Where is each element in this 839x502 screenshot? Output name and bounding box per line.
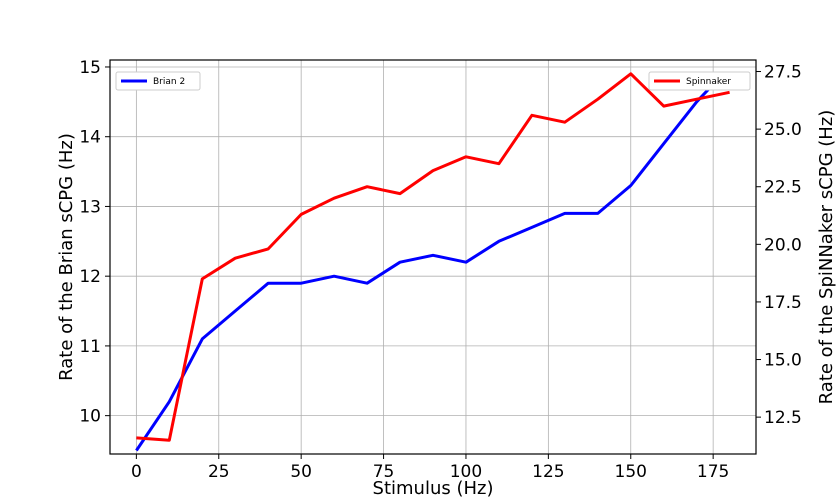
series-line-brian-2 [135, 79, 718, 452]
ticks-layer: 0 25 50 75 100 125 150 175 10 11 12 13 14 15 12.5 15.0 1… [79, 58, 802, 482]
y-right-tick-label: 17.5 [764, 293, 802, 313]
legend-brian-box [115, 71, 201, 91]
legend-brian: Brian 2 [115, 71, 201, 91]
grid [110, 60, 756, 454]
series-layer [135, 72, 730, 452]
y-right-tick-label: 27.5 [764, 63, 802, 83]
legend-spinnaker-label: Spinnaker [686, 77, 731, 87]
y-left-tick-label: 11 [79, 337, 101, 357]
y-right-tick-label: 20.0 [764, 235, 802, 255]
x-axis-title: Stimulus (Hz) [373, 478, 494, 499]
y-axis-left-title: Rate of the Brian sCPG (Hz) [56, 133, 77, 381]
x-tick-label: 75 [373, 462, 395, 482]
legend-spinnaker: Spinnaker [648, 71, 751, 91]
legend-spinnaker-box [648, 71, 751, 91]
y-right-tick-label: 15.0 [764, 351, 802, 371]
y-right-tick-label: 12.5 [764, 408, 802, 428]
y-right-tick-label: 25.0 [764, 120, 802, 140]
y-axis-right-title: Rate of the SpiNNaker sCPG (Hz) [816, 110, 837, 405]
y-left-tick-label: 13 [79, 197, 101, 217]
y-left-tick-label: 14 [79, 128, 101, 148]
x-tick-label: 175 [697, 462, 729, 482]
y-right-tick-label: 22.5 [764, 178, 802, 198]
x-tick-label: 25 [208, 462, 230, 482]
x-tick-label: 125 [532, 462, 564, 482]
x-tick-label: 100 [450, 462, 482, 482]
series-line-spinnaker [136, 72, 730, 442]
y-left-tick-label: 12 [79, 267, 101, 287]
x-tick-label: 0 [131, 462, 142, 482]
y-left-tick-label: 15 [79, 58, 101, 78]
x-tick-label: 150 [615, 462, 647, 482]
x-tick-label: 50 [290, 462, 312, 482]
y-left-tick-label: 10 [79, 407, 101, 427]
legend-brian-label: Brian 2 [153, 77, 185, 87]
plot-frame [109, 59, 757, 455]
